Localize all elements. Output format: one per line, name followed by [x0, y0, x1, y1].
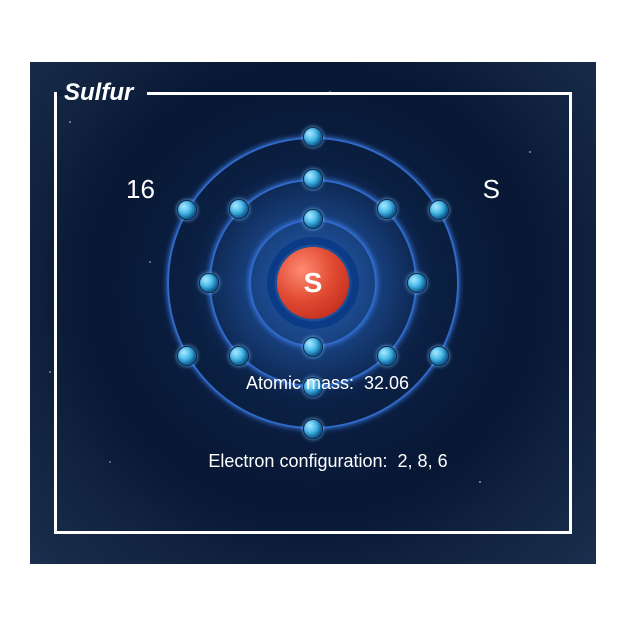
atomic-mass-label: Atomic mass:	[246, 373, 354, 393]
electron	[229, 199, 249, 219]
element-title: Sulfur	[54, 76, 147, 110]
electron	[407, 273, 427, 293]
electron	[429, 200, 449, 220]
electron-config-value: 2, 8, 6	[398, 451, 448, 471]
element-symbol: S	[483, 174, 500, 205]
electron	[303, 127, 323, 147]
atomic-mass-value: 32.06	[364, 373, 409, 393]
electron	[303, 209, 323, 229]
element-card: Sulfur 16 S S Atomic mass: 32.06 Electro…	[30, 62, 596, 564]
element-info: Atomic mass: 32.06 Electron configuratio…	[30, 343, 596, 500]
nucleus: S	[277, 247, 349, 319]
electron	[303, 169, 323, 189]
electron-config-label: Electron configuration:	[208, 451, 387, 471]
electron	[377, 199, 397, 219]
electron	[199, 273, 219, 293]
electron	[177, 200, 197, 220]
